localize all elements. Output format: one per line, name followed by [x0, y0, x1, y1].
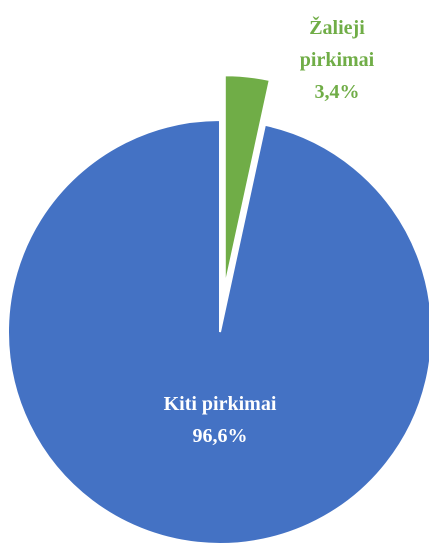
- value-label: 3,4%: [314, 81, 360, 103]
- category-label: Kiti pirkimai: [163, 393, 277, 415]
- pie-slice: [223, 74, 271, 288]
- slice-label: Kiti pirkimai 96,6%: [100, 388, 340, 452]
- slice-label: Žalieji pirkimai 3,4%: [277, 12, 397, 108]
- category-label: Žalieji pirkimai: [299, 17, 375, 71]
- pie-slice: [7, 118, 429, 544]
- value-label: 96,6%: [192, 425, 248, 447]
